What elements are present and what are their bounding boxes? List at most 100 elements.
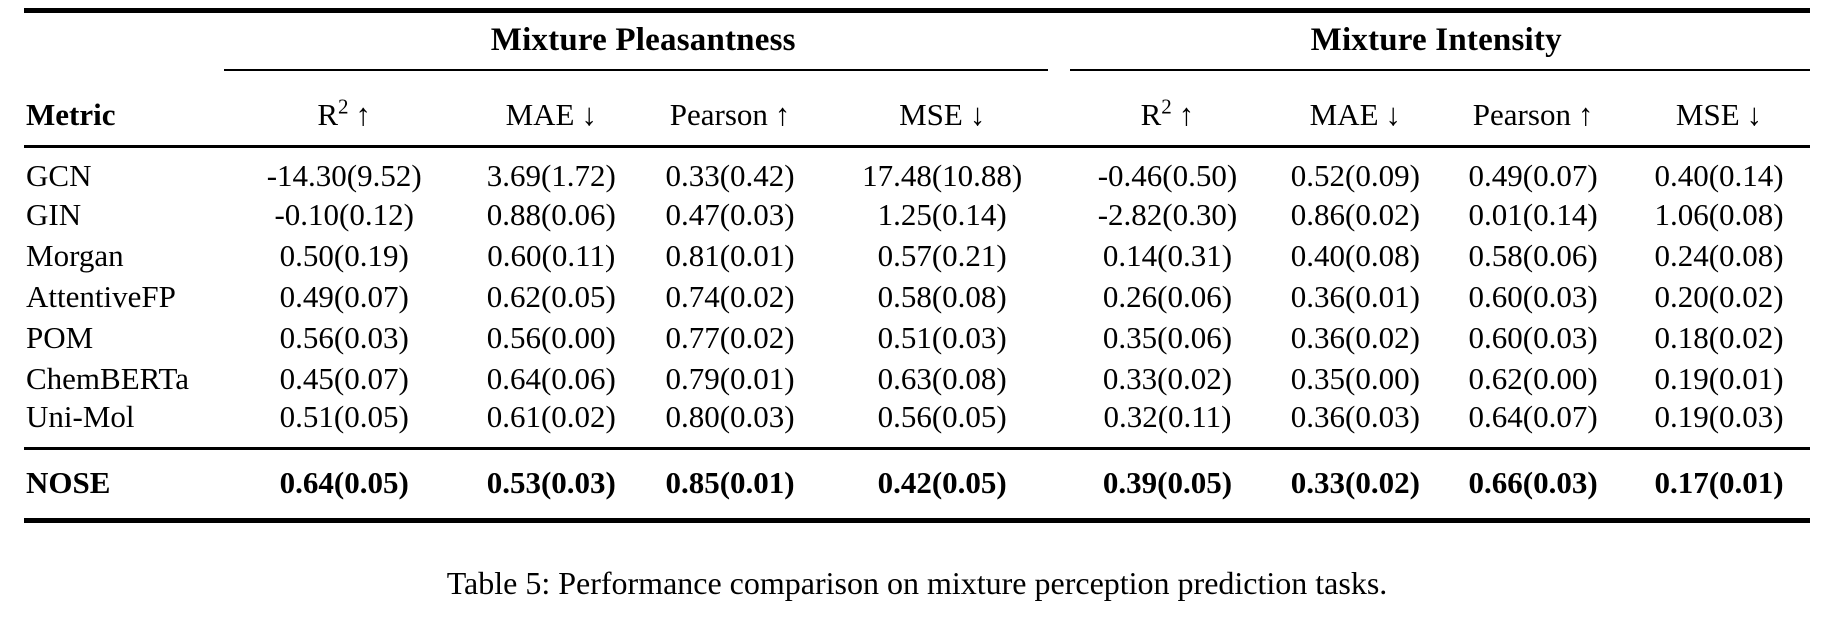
table-cell: 0.56(0.03) — [279, 319, 409, 355]
column-header-mse-pleasantness: MSE ↓ — [821, 84, 1063, 148]
table-cell: 0.61(0.02) — [486, 399, 616, 434]
table-cell: 0.49(0.07) — [279, 278, 409, 314]
row-label: GIN — [26, 196, 82, 232]
table-cell: 0.18(0.02) — [1654, 319, 1784, 355]
table-cell: 0.74(0.02) — [665, 278, 795, 314]
row-label: GCN — [26, 158, 92, 193]
row-label: AttentiveFP — [26, 278, 176, 314]
table-cell: 3.69(1.72) — [486, 158, 616, 193]
table-cell: 0.79(0.01) — [665, 360, 795, 396]
table-cell: 0.58(0.08) — [877, 278, 1007, 314]
table-cell: 0.33(0.02) — [1102, 360, 1233, 396]
table-cell: 0.17(0.01) — [1628, 447, 1810, 521]
table-row-pom: POM 0.56(0.03) 0.56(0.00) 0.77(0.02) 0.51(0.… — [24, 317, 1810, 358]
arrow-down-icon: ↓ — [581, 96, 597, 132]
table-cell: -0.46(0.50) — [1097, 158, 1238, 193]
table-cell: -2.82(0.30) — [1097, 196, 1238, 232]
arrow-up-icon: ↑ — [1178, 96, 1195, 132]
arrow-up-icon: ↑ — [355, 96, 372, 132]
table-cell: 0.33(0.02) — [1272, 447, 1439, 521]
table-row-uni-mol: Uni-Mol 0.51(0.05) 0.61(0.02) 0.80(0.03) 0.5… — [24, 399, 1810, 449]
column-header-mae-pleasantness: MAE ↓ — [464, 84, 639, 148]
table-cell: 0.35(0.06) — [1102, 319, 1233, 355]
metric-name: MSE — [1675, 96, 1740, 132]
cmidrule-intensity-cell — [1062, 68, 1810, 85]
metric-name: MAE — [505, 96, 575, 132]
table-row-nose: NOSE 0.64(0.05) 0.53(0.03) 0.85(0.01) 0.42(0… — [24, 447, 1810, 521]
table-cell: 0.26(0.06) — [1102, 278, 1233, 314]
table-cell: 0.66(0.03) — [1438, 447, 1629, 521]
table-row-chemberta: ChemBERTa 0.45(0.07) 0.64(0.06) 0.79(0.01) 0… — [24, 358, 1810, 399]
arrow-down-icon: ↓ — [969, 96, 986, 132]
table-row-gcn: GCN -14.30(9.52) 3.69(1.72) 0.33(0.42) 17.48… — [24, 147, 1810, 195]
row-label: Uni-Mol — [26, 399, 135, 434]
column-header-r-intensity: R2 ↑ — [1062, 84, 1273, 148]
table-cell: 0.33(0.42) — [665, 158, 795, 193]
performance-table: Mixture Pleasantness Mixture Intensity M… — [24, 8, 1810, 523]
table-cell: 17.48(10.88) — [862, 158, 1023, 193]
table-row-morgan: Morgan 0.50(0.19) 0.60(0.11) 0.81(0.01) 0.57… — [24, 235, 1810, 276]
arrow-down-icon: ↓ — [1746, 96, 1763, 132]
group-header-spacer — [24, 11, 224, 69]
table-cell: 0.60(0.03) — [1468, 319, 1598, 355]
metric-name: Pearson — [669, 96, 768, 132]
table-cell: 0.56(0.00) — [486, 319, 616, 355]
table-cell: 0.57(0.21) — [877, 237, 1007, 273]
table-cell: 1.25(0.14) — [877, 196, 1007, 232]
table-row-attentivefp: AttentiveFP 0.49(0.07) 0.62(0.05) 0.74(0.02… — [24, 276, 1810, 317]
cmidrule-spacer — [24, 69, 224, 85]
table-cell: 0.19(0.01) — [1654, 360, 1784, 396]
column-header-pearson-intensity: Pearson ↑ — [1438, 84, 1629, 148]
metric-name: R — [317, 96, 339, 132]
subheader-row: Metric R2 ↑ MAE ↓ Pearson ↑ MSE ↓ R2 ↑ MAE ↓ Pearson… — [24, 84, 1810, 148]
table-cell: 0.51(0.05) — [279, 399, 409, 434]
table-cell: 0.36(0.02) — [1290, 319, 1420, 355]
metric-name: MAE — [1309, 96, 1379, 132]
column-header-mse-intensity: MSE ↓ — [1628, 84, 1810, 148]
table-cell: 0.58(0.06) — [1468, 237, 1598, 273]
table-cell: 0.40(0.14) — [1654, 158, 1784, 193]
table-cell: -0.10(0.12) — [274, 196, 414, 232]
table-cell: 0.77(0.02) — [665, 319, 795, 355]
table-cell: 0.36(0.03) — [1290, 399, 1420, 434]
table-cell: 0.64(0.06) — [486, 360, 616, 396]
arrow-up-icon: ↑ — [1577, 96, 1594, 132]
metric-superscript: 2 — [1161, 94, 1172, 119]
column-header-r-pleasantness: R2 ↑ — [224, 84, 465, 148]
table-cell: 0.39(0.05) — [1062, 447, 1273, 521]
metric-name: Pearson — [1472, 96, 1571, 132]
row-label: POM — [26, 319, 94, 355]
table-cell: 0.01(0.14) — [1468, 196, 1598, 232]
table-cell: 0.80(0.03) — [665, 399, 795, 434]
column-header-pearson-pleasantness: Pearson ↑ — [638, 84, 822, 148]
table-cell: 0.52(0.09) — [1290, 158, 1420, 193]
table-cell: 0.49(0.07) — [1468, 158, 1598, 193]
table-cell: 0.42(0.05) — [821, 447, 1063, 521]
table-cell: 0.50(0.19) — [279, 237, 409, 273]
cmidrule-pleasantness-cell — [224, 68, 1062, 85]
table-caption: Table 5: Performance comparison on mixtu… — [446, 565, 1388, 601]
cmidrule-pleasantness — [224, 68, 1049, 71]
table-cell: 0.32(0.11) — [1103, 399, 1232, 434]
metric-name: MSE — [899, 96, 963, 132]
row-label: ChemBERTa — [26, 360, 190, 396]
table-cell: 0.63(0.08) — [877, 360, 1007, 396]
table-cell: 0.47(0.03) — [665, 196, 795, 232]
table-cell: 0.35(0.00) — [1290, 360, 1420, 396]
group-header-pleasantness: Mixture Pleasantness — [490, 22, 796, 59]
table-cell: 0.53(0.03) — [464, 447, 639, 521]
table-cell: 0.40(0.08) — [1290, 237, 1420, 273]
group-header-row: Mixture Pleasantness Mixture Intensity — [24, 11, 1810, 69]
table-cell: 0.88(0.06) — [486, 196, 616, 232]
arrow-up-icon: ↑ — [774, 96, 791, 132]
cmidrule-row — [24, 68, 1810, 85]
row-label: NOSE — [24, 447, 224, 521]
table-cell: 0.19(0.03) — [1654, 399, 1784, 434]
table-cell: 0.81(0.01) — [665, 237, 795, 273]
table-cell: -14.30(9.52) — [266, 158, 422, 193]
table-cell: 0.64(0.05) — [224, 447, 465, 521]
column-header-mae-intensity: MAE ↓ — [1272, 84, 1439, 148]
group-header-intensity: Mixture Intensity — [1310, 22, 1562, 59]
table-header: Mixture Pleasantness Mixture Intensity M… — [24, 11, 1810, 148]
